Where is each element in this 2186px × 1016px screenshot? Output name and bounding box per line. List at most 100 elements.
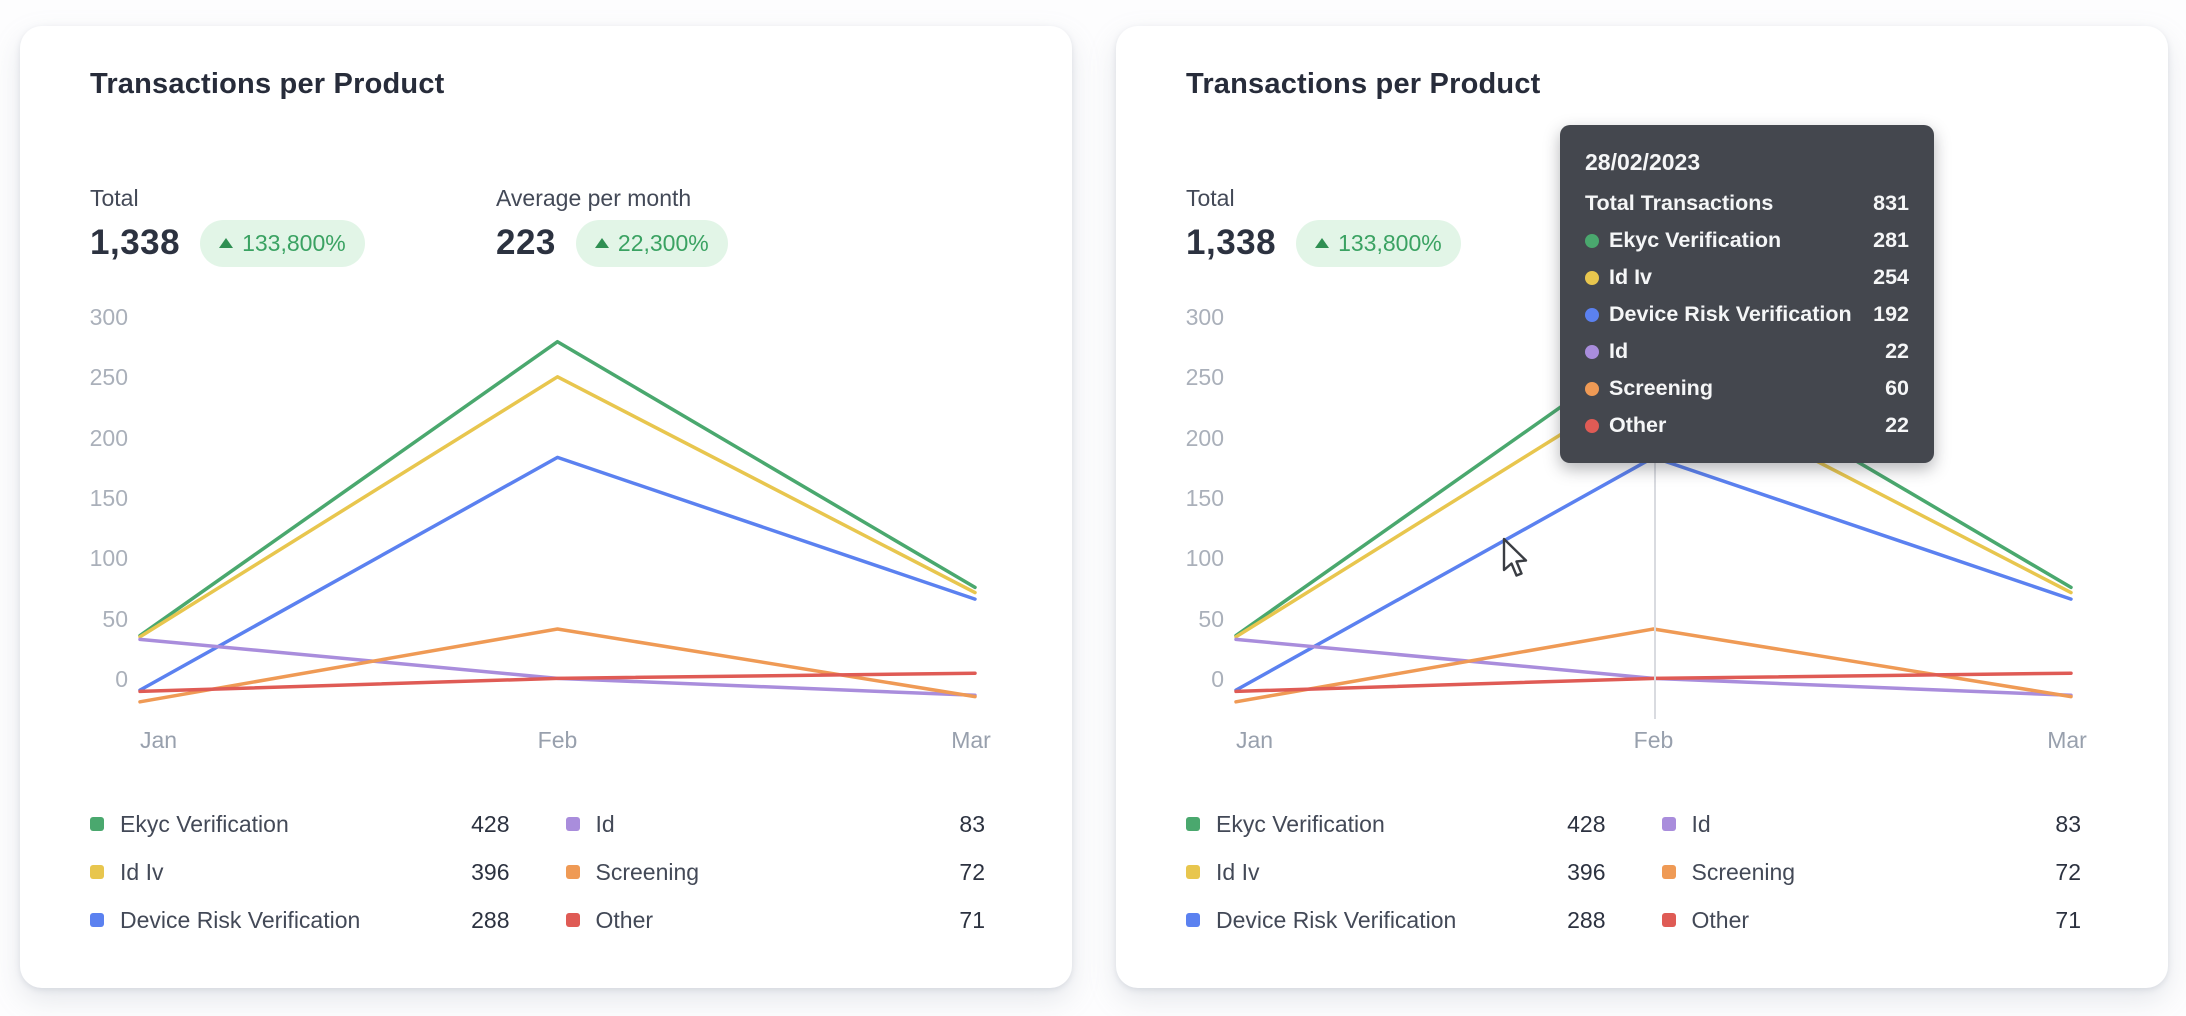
tooltip-row: Ekyc Verification 281: [1585, 227, 1909, 254]
legend-item-other[interactable]: Other 71: [565, 906, 985, 934]
tooltip-row: Id 22: [1585, 338, 1909, 365]
legend-value: 71: [959, 906, 985, 933]
stat-average-badge: 22,300%: [575, 219, 728, 267]
stat-average-label: Average per month: [496, 185, 692, 211]
chart-legend: Ekyc Verification 428 Id Iv 396 Device R…: [1186, 810, 2081, 934]
legend-name: Id: [595, 810, 615, 837]
legend-swatch-icon: [90, 913, 104, 927]
stats-row: Total 1,338 133,800% Average per month 2…: [90, 185, 1072, 267]
stat-total-delta: 133,800%: [1338, 229, 1442, 256]
tooltip-total-label: Total Transactions: [1585, 191, 1774, 215]
stat-total-badge: 133,800%: [1296, 219, 1461, 267]
tooltip-row-label: Ekyc Verification: [1609, 228, 1782, 252]
legend-name: Ekyc Verification: [120, 810, 289, 837]
legend-item-id[interactable]: Id 83: [565, 810, 985, 838]
legend-item-other[interactable]: Other 71: [1661, 906, 2081, 934]
card-title: Transactions per Product: [1186, 68, 1541, 100]
legend-value: 396: [1567, 858, 1606, 885]
legend-swatch-icon: [565, 865, 580, 879]
legend-swatch-icon: [1661, 817, 1676, 831]
chart-plot-area[interactable]: [140, 317, 975, 707]
legend-item-id[interactable]: Id 83: [1661, 810, 2081, 838]
x-axis-labels: Jan Feb Mar: [1236, 727, 2087, 755]
legend-item-device-risk-verification[interactable]: Device Risk Verification 288: [1186, 906, 1606, 934]
y-tick: 150: [1185, 484, 1224, 511]
legend-name: Screening: [1691, 858, 1796, 885]
y-tick: 250: [89, 364, 128, 391]
y-tick: 150: [89, 484, 128, 511]
legend-value: 83: [959, 810, 985, 837]
tooltip-date: 28/02/2023: [1585, 149, 1701, 175]
tooltip-row: Device Risk Verification 192: [1585, 301, 1909, 328]
series-dot-icon: [1585, 418, 1599, 433]
legend-swatch-icon: [1186, 817, 1200, 831]
y-tick: 50: [102, 605, 128, 632]
tooltip-row-label: Screening: [1609, 376, 1713, 400]
tooltip-total-row: Total Transactions 831: [1585, 190, 1909, 217]
tooltip-row: Id Iv 254: [1585, 264, 1909, 291]
legend-item-screening[interactable]: Screening 72: [1661, 858, 2081, 886]
legend-value: 428: [471, 810, 510, 837]
legend-name: Id Iv: [1216, 858, 1260, 885]
legend-name: Device Risk Verification: [120, 906, 361, 933]
tooltip-row: Screening 60: [1585, 375, 1909, 402]
stat-average-line: 223 22,300%: [496, 219, 902, 267]
tooltip-row-value: 281: [1873, 228, 1909, 252]
chart-legend: Ekyc Verification 428 Id Iv 396 Device R…: [90, 810, 985, 934]
legend-swatch-icon: [1186, 913, 1200, 927]
mouse-cursor-icon: [1502, 537, 1528, 577]
tooltip-row-value: 22: [1885, 339, 1909, 363]
y-tick: 200: [89, 424, 128, 451]
tooltip-row-label: Other: [1609, 413, 1667, 437]
stat-total-value: 1,338: [1186, 223, 1277, 262]
legend-swatch-icon: [565, 913, 580, 927]
legend-value: 72: [2055, 858, 2081, 885]
stat-total-line: 1,338 133,800%: [90, 219, 496, 267]
series-dot-icon: [1585, 233, 1599, 248]
x-tick-feb: Feb: [537, 727, 578, 753]
y-tick: 0: [115, 665, 128, 692]
stat-average: Average per month 223 22,300%: [496, 185, 902, 267]
legend-item-id-iv[interactable]: Id Iv 396: [90, 858, 510, 886]
legend-value: 288: [471, 906, 510, 933]
x-tick-mar: Mar: [951, 727, 991, 753]
legend-swatch-icon: [565, 817, 580, 831]
legend-item-ekyc-verification[interactable]: Ekyc Verification 428: [90, 810, 510, 838]
stat-total-line: 1,338 133,800%: [1186, 219, 1592, 267]
series-dot-icon: [1585, 307, 1599, 322]
legend-value: 71: [2055, 906, 2081, 933]
stat-total-badge: 133,800%: [200, 219, 365, 267]
legend-value: 428: [1567, 810, 1606, 837]
series-dot-icon: [1585, 381, 1599, 396]
stat-total: Total 1,338 133,800%: [1186, 185, 1592, 267]
legend-item-device-risk-verification[interactable]: Device Risk Verification 288: [90, 906, 510, 934]
stat-total-delta: 133,800%: [242, 229, 346, 256]
stat-average-value: 223: [496, 223, 556, 262]
legend-item-ekyc-verification[interactable]: Ekyc Verification 428: [1186, 810, 1606, 838]
line-chart: 300 250 200 150 100 50 0 Jan Feb Mar: [20, 290, 1072, 760]
x-axis-labels: Jan Feb Mar: [140, 727, 991, 755]
legend-name: Other: [1691, 906, 1750, 933]
y-axis-labels: 300 250 200 150 100 50 0: [20, 303, 128, 693]
legend-value: 83: [2055, 810, 2081, 837]
legend-name: Ekyc Verification: [1216, 810, 1385, 837]
x-tick-jan: Jan: [1236, 727, 1274, 753]
y-tick: 300: [1185, 304, 1224, 330]
transactions-card-left: Transactions per Product Total 1,338 133…: [20, 26, 1072, 988]
y-tick: 200: [1185, 424, 1224, 451]
tooltip-row-label: Id Iv: [1609, 265, 1653, 289]
card-title: Transactions per Product: [90, 68, 445, 100]
legend-item-screening[interactable]: Screening 72: [565, 858, 985, 886]
legend-value: 396: [471, 858, 510, 885]
legend-name: Id: [1691, 810, 1711, 837]
y-tick: 50: [1198, 605, 1224, 632]
legend-swatch-icon: [1661, 913, 1676, 927]
y-tick: 300: [89, 304, 128, 330]
legend-name: Other: [595, 906, 654, 933]
legend-value: 288: [1567, 906, 1606, 933]
y-tick: 100: [1185, 545, 1224, 572]
up-arrow-icon: [594, 238, 609, 248]
up-arrow-icon: [219, 238, 234, 248]
hover-guideline: [1653, 317, 1656, 719]
legend-item-id-iv[interactable]: Id Iv 396: [1186, 858, 1606, 886]
